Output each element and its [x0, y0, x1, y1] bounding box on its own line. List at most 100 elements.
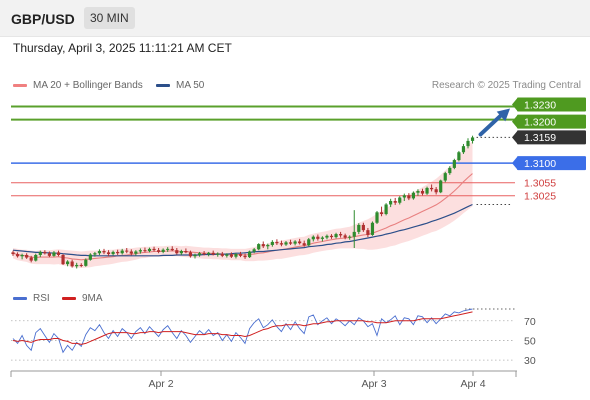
candle-body: [129, 251, 133, 254]
trend-arrow-head-icon: [496, 108, 510, 122]
research-credit: Research © 2025 Trading Central: [431, 80, 581, 91]
candle-body: [416, 190, 420, 193]
candle-body: [138, 250, 142, 252]
candle-body: [420, 190, 425, 194]
candle-body: [84, 259, 88, 266]
candle-body: [197, 253, 202, 255]
candle-body: [88, 254, 92, 260]
price-label-bg-1.3100: [517, 156, 586, 171]
timestamp-label: Thursday, April 3, 2025 11:11:21 AM CET: [13, 41, 232, 55]
rsi-tick-50: 50: [524, 335, 536, 347]
price-label-pointer: [512, 115, 517, 128]
candle-body: [170, 248, 174, 251]
rsi-ma-line: [12, 311, 473, 345]
candle-body: [293, 241, 297, 244]
ma20-swatch: [13, 84, 27, 87]
candle-body: [288, 242, 293, 244]
candle-body: [93, 253, 97, 255]
candle-body: [43, 251, 47, 254]
candle-body: [402, 195, 406, 198]
rsi-swatch: [13, 297, 27, 300]
candle-body: [102, 251, 106, 253]
candle-body: [311, 236, 315, 240]
candle-body: [434, 189, 438, 193]
candle-body: [457, 152, 461, 161]
candle-body: [393, 200, 397, 203]
candle-body: [266, 244, 270, 247]
candle-body: [334, 234, 338, 238]
candle-body: [470, 137, 475, 141]
price-label-1.3230: 1.3230: [524, 99, 556, 111]
candle-body: [29, 257, 33, 261]
candle-body: [38, 251, 42, 255]
ma20-legend-label: MA 20 + Bollinger Bands: [33, 80, 143, 91]
candle-body: [75, 264, 79, 267]
candle-body: [188, 252, 193, 257]
candle-body: [430, 187, 434, 190]
bollinger-band: [13, 140, 473, 268]
candle-body: [298, 241, 302, 244]
ma50-legend-label: MA 50: [176, 80, 205, 91]
x-axis-label: Apr 3: [361, 378, 386, 390]
candle-body: [307, 239, 311, 246]
candle-body: [179, 251, 183, 254]
candle-body: [220, 253, 224, 256]
candle-body: [284, 242, 288, 245]
candle-body: [66, 261, 70, 265]
x-axis-label: Apr 2: [148, 378, 173, 390]
price-label-pointer: [512, 157, 517, 170]
price-label-1.3100: 1.3100: [524, 158, 556, 170]
candle-body: [389, 200, 393, 205]
trend-arrow-icon: [478, 110, 506, 137]
candle-body: [234, 254, 238, 257]
candle-body: [275, 241, 279, 244]
legend-ma50: MA 50: [156, 80, 204, 91]
timeframe-button[interactable]: 30 MIN: [84, 7, 135, 29]
candle-body: [270, 241, 274, 245]
candle-body: [425, 187, 429, 194]
rsi-line: [12, 308, 473, 354]
candle-body: [184, 251, 188, 253]
candle-body: [461, 146, 466, 153]
candle-body: [116, 251, 120, 254]
ma50-swatch: [156, 84, 170, 87]
candle-body: [161, 249, 165, 252]
candle-body: [411, 192, 415, 199]
candle-body: [466, 140, 470, 147]
candle-body: [193, 254, 197, 257]
candle-body: [175, 250, 179, 254]
candle-body: [211, 252, 215, 255]
candle-body: [352, 231, 356, 237]
candle-body: [248, 251, 252, 258]
candle-body: [34, 254, 38, 261]
candle-body: [106, 252, 111, 255]
price-label-pointer: [512, 131, 517, 144]
candle-body: [238, 254, 243, 256]
candle-body: [125, 250, 129, 252]
legend-ma20: MA 20 + Bollinger Bands: [13, 80, 143, 91]
candle-body: [379, 212, 384, 215]
rsi-tick-70: 70: [524, 316, 536, 328]
candle-body: [439, 180, 443, 193]
candle-body: [257, 244, 261, 250]
price-label-1.3200: 1.3200: [524, 116, 556, 128]
candle-body: [366, 230, 370, 235]
symbol-label: GBP/USD: [11, 11, 75, 27]
candle-body: [97, 251, 102, 254]
candle-body: [157, 250, 161, 252]
candle-body: [384, 204, 388, 215]
candle-body: [361, 224, 365, 231]
x-axis-label: Apr 4: [460, 378, 485, 390]
candle-body: [216, 253, 220, 255]
legend-rsi-ma: 9MA: [62, 293, 103, 304]
candle-body: [229, 254, 233, 257]
candle-body: [343, 235, 347, 238]
candle-body: [370, 222, 375, 235]
candle-body: [279, 243, 284, 245]
candle-body: [207, 252, 211, 255]
candle-body: [166, 248, 170, 250]
candle-body: [329, 235, 334, 238]
candle-body: [61, 254, 65, 265]
candle-body: [20, 254, 24, 257]
